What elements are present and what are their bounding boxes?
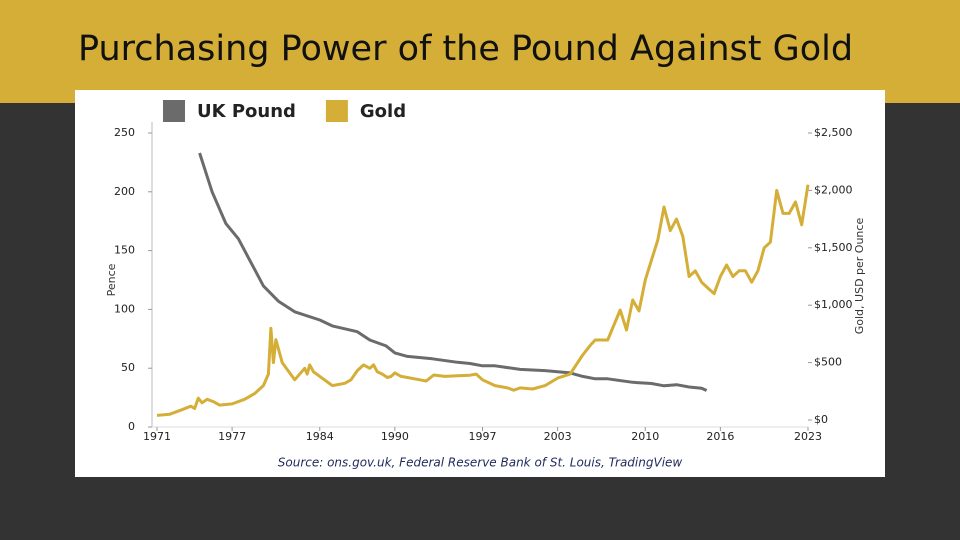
y-axis-label: Pence — [105, 263, 118, 296]
y2-tick-label: $500 — [814, 356, 842, 369]
x-tick-label: 2003 — [544, 430, 572, 443]
series-line — [156, 184, 810, 417]
x-tick-label: 1997 — [469, 430, 497, 443]
y-tick-label: 0 — [128, 420, 135, 433]
legend-label: UK Pound — [197, 101, 296, 122]
x-tick-label: 2023 — [794, 430, 822, 443]
legend-swatch — [163, 100, 185, 122]
y2-axis-label: Gold, USD per Ounce — [853, 218, 866, 335]
source-note: Source: ons.gov.uk, Federal Reserve Bank… — [278, 456, 683, 470]
x-tick-label: 1984 — [306, 430, 334, 443]
chart-card — [75, 90, 885, 477]
y2-tick-label: $2,000 — [814, 183, 853, 196]
y-tick-label: 50 — [121, 361, 135, 374]
legend-swatch — [325, 100, 348, 122]
y2-tick-label: $0 — [814, 413, 828, 426]
x-tick-label: 2016 — [706, 430, 734, 443]
series-line — [198, 152, 708, 392]
chart-title: Purchasing Power of the Pound Against Go… — [78, 29, 853, 69]
x-tick-label: 2010 — [631, 430, 659, 443]
y2-tick-label: $1,500 — [814, 241, 853, 254]
title-band — [0, 0, 960, 103]
y-tick-label: 200 — [114, 185, 135, 198]
y2-tick-label: $2,500 — [814, 126, 853, 139]
x-tick-label: 1971 — [143, 430, 171, 443]
y-tick-label: 250 — [114, 126, 135, 139]
x-tick-label: 1990 — [381, 430, 409, 443]
y2-tick-label: $1,000 — [814, 298, 853, 311]
legend-label: Gold — [360, 101, 406, 122]
x-tick-label: 1977 — [218, 430, 246, 443]
y-tick-label: 100 — [114, 302, 135, 315]
y-tick-label: 150 — [114, 244, 135, 257]
